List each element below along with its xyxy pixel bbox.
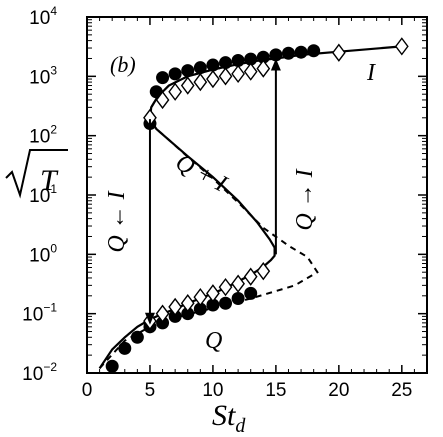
filled-circle-marker: [244, 286, 258, 300]
filled-circle-marker: [168, 309, 182, 323]
y-tick-exp: 0: [50, 241, 57, 255]
filled-circle-marker: [231, 53, 245, 67]
x-tick-label: 25: [391, 380, 412, 401]
sqrt-sign: [5, 149, 68, 199]
filled-circle-marker: [256, 50, 270, 64]
open-diamond-marker: [256, 262, 271, 281]
open-diamond-marker: [206, 69, 220, 89]
filled-circle-marker: [130, 330, 144, 344]
plot-frame: [86, 16, 428, 374]
filled-circle-marker: [193, 302, 207, 316]
open-diamond-marker: [243, 267, 258, 286]
y-tick-exp: 4: [50, 4, 57, 18]
y-tick-base: 10: [29, 67, 50, 88]
y-axis-title: T: [5, 149, 68, 199]
filled-circle-marker: [168, 67, 182, 81]
open-diamond-marker: [155, 90, 170, 110]
open-diamond-marker: [331, 43, 346, 62]
y-tick-base: 10: [22, 364, 43, 385]
open-diamond-marker: [218, 277, 233, 297]
y-tick-exp: 1: [50, 182, 57, 196]
x-tick-label: 20: [328, 380, 349, 401]
y-tick-exp: 2: [50, 123, 57, 137]
filled-circle-marker: [193, 61, 207, 75]
filled-circle-marker: [281, 46, 295, 60]
y-tick-label: 102: [29, 123, 57, 148]
open-diamond-marker: [243, 62, 258, 81]
y-tick-label: 10−2: [22, 360, 57, 385]
transition-arrow-head: [144, 312, 155, 325]
annotation-Q: Q: [205, 328, 222, 354]
filled-circle-marker: [219, 56, 233, 70]
filled-circle-marker: [231, 292, 245, 306]
y-tick-base: 10: [29, 245, 50, 266]
filled-circle-marker: [156, 316, 170, 330]
open-diamond-marker: [168, 82, 183, 101]
x-axis-title: Std: [212, 399, 246, 437]
open-diamond-marker: [180, 76, 195, 95]
open-diamond-marker: [193, 287, 208, 307]
annotation-I-to-Q: Q ← I: [104, 190, 130, 252]
y-tick-base: 10: [29, 127, 50, 148]
x-tick-label: 15: [265, 380, 286, 401]
y-tick-base: 10: [29, 8, 50, 29]
marker-layer: [105, 37, 409, 373]
y-tick-label: 104: [29, 4, 57, 29]
panel-label: (b): [110, 52, 136, 77]
y-tick-base: 10: [29, 186, 50, 207]
arrow-layer: [144, 58, 281, 325]
y-tick-base: 10: [22, 305, 43, 326]
y-axis-label: T: [40, 164, 59, 197]
filled-circle-marker: [181, 307, 195, 321]
annotation-I: I: [366, 60, 376, 86]
y-tick-label: 101: [29, 182, 57, 207]
y-tick-exp: −1: [43, 301, 57, 315]
open-diamond-marker: [231, 274, 245, 293]
x-axis-label-sub: d: [235, 415, 246, 437]
open-diamond-marker: [155, 304, 170, 323]
filled-circle-marker: [206, 58, 220, 72]
x-tick-label: 10: [202, 380, 223, 401]
y-tick-exp: −2: [43, 360, 57, 374]
transition-arrow-head: [270, 58, 281, 71]
filled-circle-marker: [156, 71, 170, 85]
dashed-curve: [98, 57, 319, 369]
open-diamond-marker: [193, 72, 208, 92]
filled-circle-marker: [244, 52, 258, 66]
y-tick-label: 10−1: [22, 301, 57, 326]
filled-circle-marker: [294, 45, 308, 59]
x-tick-label: 0: [82, 380, 93, 401]
x-axis-ticks: 0 5 10 15 20 25: [82, 17, 415, 401]
filled-circle-marker: [269, 48, 283, 62]
filled-circle-marker: [181, 64, 195, 78]
open-diamond-marker: [206, 284, 220, 303]
filled-circle-marker: [206, 298, 220, 312]
axes-frame: [86, 16, 428, 374]
open-diamond-marker: [394, 37, 409, 56]
annotation-Q-plus-I: Q + I: [171, 149, 231, 198]
y-tick-label: 100: [29, 241, 57, 266]
svg-text:Std: Std: [212, 399, 246, 437]
open-diamond-marker: [256, 59, 271, 78]
open-diamond-marker: [218, 67, 233, 86]
y-tick-exp: 3: [50, 63, 57, 77]
filled-circle-marker: [219, 296, 233, 310]
filled-circle-marker: [118, 341, 132, 355]
y-tick-label: 103: [29, 63, 57, 88]
open-diamond-marker: [231, 64, 245, 84]
filled-circle-marker: [307, 44, 321, 58]
open-diamond-marker: [180, 294, 195, 313]
annotation-Q-to-I: Q → I: [292, 168, 318, 230]
open-diamond-marker: [168, 297, 183, 317]
x-tick-label: 5: [145, 380, 156, 401]
filled-circle-marker: [105, 359, 119, 373]
x-axis-label: St: [212, 399, 236, 432]
